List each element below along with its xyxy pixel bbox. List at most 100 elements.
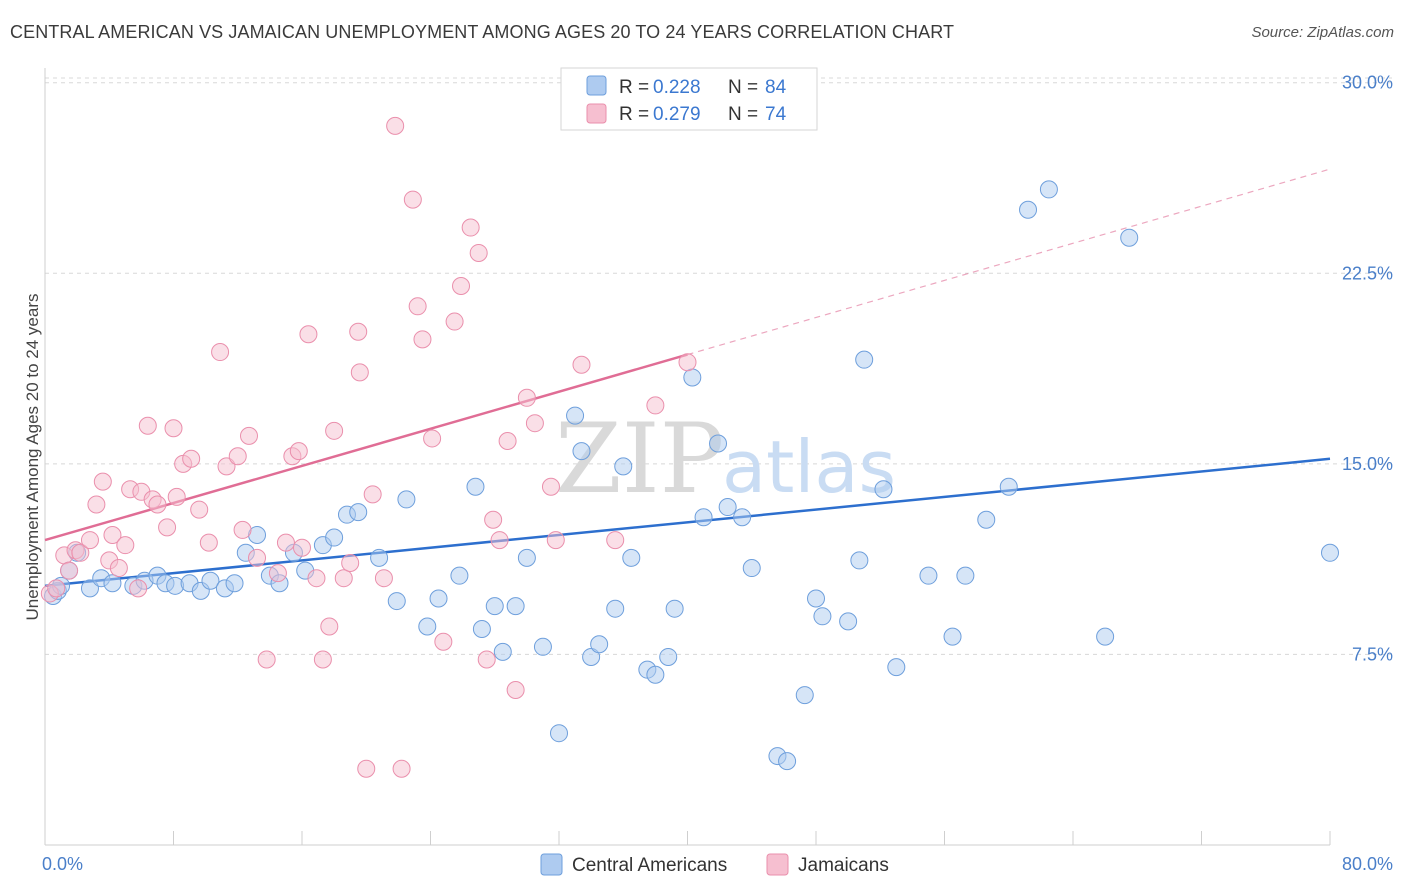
scatter-point (148, 495, 167, 514)
scatter-point (349, 503, 368, 522)
scatter-point (350, 363, 369, 382)
scatter-point (299, 325, 318, 344)
scatter-point (233, 520, 252, 539)
scatter-point (517, 388, 536, 407)
grid-lines (45, 77, 1392, 655)
scatter-point (325, 421, 344, 440)
legend-bottom: Central Americans Jamaicans (540, 853, 889, 876)
scatter-point (683, 368, 702, 387)
scatter-point (423, 429, 442, 448)
scatter-point (678, 353, 697, 372)
scatter-point (1096, 627, 1115, 646)
scatter-point (211, 343, 230, 362)
scatter-point (485, 597, 504, 616)
legend-top: R = 0.228 N = 84 R = 0.279 N = 74 (560, 67, 818, 131)
scatter-point (590, 635, 609, 654)
scatter-point (341, 553, 360, 572)
scatter-point (484, 510, 503, 529)
scatter-point (418, 617, 437, 636)
scatter-point (109, 559, 128, 578)
scatter-point (349, 322, 368, 341)
scatter-point (403, 190, 422, 209)
scatter-point (733, 508, 752, 527)
scatter-point (325, 528, 344, 547)
scatter-point (659, 647, 678, 666)
scatter-point (874, 480, 893, 499)
legend-r-value: 0.228 (653, 77, 701, 98)
legend-n-label: N = (728, 104, 758, 125)
scatter-point (943, 627, 962, 646)
trend-line-dashed (687, 168, 1331, 356)
scatter-point (386, 116, 405, 135)
scatter-point (408, 297, 427, 316)
scatter-point (665, 599, 684, 618)
scatter-point (718, 498, 737, 517)
scatter-point (566, 406, 585, 425)
scatter-point (257, 650, 276, 669)
scatter-point (47, 579, 66, 598)
scatter-point (887, 658, 906, 677)
scatter-point (289, 442, 308, 461)
scatter-point (60, 561, 79, 580)
scatter-point (445, 312, 464, 331)
scatter-point (550, 724, 568, 743)
legend-r-label: R = (619, 77, 649, 98)
scatter-point (813, 607, 832, 626)
scatter-point (313, 650, 332, 669)
scatter-point (429, 589, 448, 608)
scatter-point (606, 531, 625, 550)
scatter-point (709, 434, 728, 453)
scatter-point (466, 477, 485, 496)
scatter-point (977, 510, 996, 529)
scatter-point (582, 647, 601, 666)
scatter-point (116, 536, 135, 555)
scatter-point (606, 599, 625, 618)
scatter-point (795, 686, 814, 705)
scatter-point (506, 597, 525, 616)
scatter-point (320, 617, 339, 636)
scatter-point (452, 276, 471, 295)
scatter-point (71, 543, 90, 562)
y-tick-label: 22.5% (1342, 263, 1393, 283)
scatter-point (239, 426, 258, 445)
legend-bottom-label-central-americans: Central Americans (572, 855, 727, 876)
legend-n-value: 84 (765, 77, 787, 98)
watermark-atlas: atlas (722, 425, 896, 509)
scatter-point (357, 759, 376, 778)
scatter-point (469, 243, 488, 262)
scatter-point (293, 538, 311, 557)
scatter-point (307, 569, 326, 588)
scatter-point (572, 355, 591, 374)
scatter-point (533, 637, 552, 656)
scatter-point (370, 548, 389, 567)
source-credit: Source: ZipAtlas.com (1251, 24, 1394, 41)
scatter-point (228, 447, 247, 466)
scatter-point (80, 579, 99, 598)
scatter-point (167, 487, 186, 506)
scatter-point (276, 533, 295, 552)
scatter-point (541, 477, 560, 496)
scatter-point (199, 533, 218, 552)
scatter-point (1019, 200, 1038, 219)
y-tick-label: 30.0% (1342, 73, 1393, 93)
scatter-point (999, 477, 1018, 496)
scatter-point (919, 566, 938, 585)
legend-n-label: N = (728, 77, 758, 98)
scatter-point (572, 442, 591, 461)
scatter-point (493, 642, 512, 661)
scatter-point (956, 566, 975, 585)
scatter-point (742, 559, 761, 578)
scatter-point (855, 350, 874, 369)
scatter-point (461, 218, 480, 237)
legend-r-label: R = (619, 104, 649, 125)
scatter-point (506, 681, 525, 699)
scatter-point (434, 632, 453, 651)
scatter-point (646, 396, 665, 415)
scatter-point (778, 752, 797, 771)
scatter-point (201, 571, 220, 590)
scatter-point (546, 531, 565, 550)
scatter-point (363, 485, 382, 504)
scatter-point (392, 759, 411, 778)
scatter-point (498, 431, 517, 450)
scatter-point (1120, 228, 1139, 247)
